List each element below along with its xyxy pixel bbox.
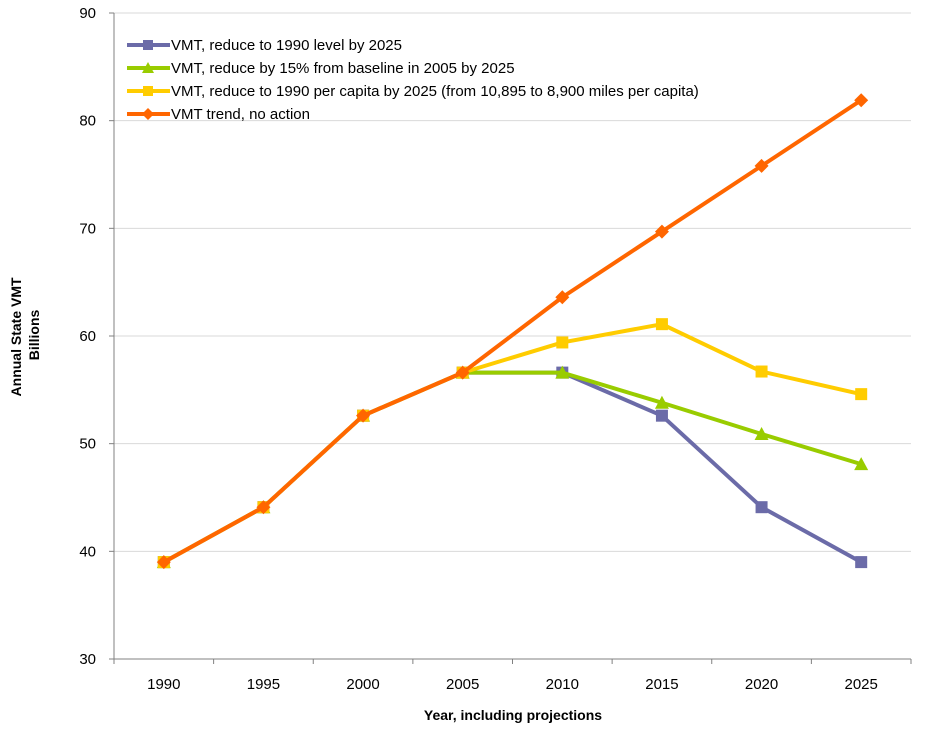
data-point-2020 (755, 501, 768, 514)
y-axis-title-line-2: Billions (26, 310, 42, 361)
x-tick-label: 2000 (346, 676, 379, 693)
data-point-2020 (754, 158, 769, 173)
x-axis-title: Year, including projections (424, 707, 602, 723)
legend-item: VMT trend, no action (127, 106, 310, 123)
y-tick-label: 30 (79, 651, 96, 668)
x-tick-label: 1990 (147, 676, 180, 693)
legend-marker (143, 86, 153, 96)
data-point-1995 (256, 500, 271, 515)
x-tick-label: 1995 (247, 676, 280, 693)
data-point-2005 (455, 365, 470, 380)
legend-label: VMT, reduce to 1990 per capita by 2025 (… (171, 83, 699, 100)
axes (109, 12, 912, 664)
legend-marker (142, 62, 154, 73)
data-point-2015 (655, 318, 668, 331)
y-axis-title-line-1: Annual State VMT (8, 277, 24, 396)
data-point-2025 (855, 388, 868, 401)
y-tick-label: 40 (79, 543, 96, 560)
series-lines (156, 93, 869, 570)
legend-marker (143, 40, 153, 50)
data-point-2020 (754, 426, 769, 440)
series-line (161, 370, 864, 565)
data-point-2015 (654, 224, 669, 239)
x-tick-label: 2025 (845, 676, 878, 693)
series-line (161, 98, 864, 565)
legend-label: VMT, reduce to 1990 level by 2025 (171, 37, 402, 54)
x-tick-label: 2020 (745, 676, 778, 693)
series-4 (156, 93, 869, 570)
data-point-2010 (555, 365, 570, 379)
y-axis-title: Annual State VMT Billions (8, 274, 42, 397)
legend-item: VMT, reduce to 1990 level by 2025 (127, 37, 402, 54)
y-tick-label: 60 (79, 328, 96, 345)
y-tick-label: 80 (79, 113, 96, 130)
x-tick-label: 2010 (546, 676, 579, 693)
data-point-2020 (755, 365, 768, 378)
data-point-2025 (854, 457, 869, 471)
legend: VMT, reduce to 1990 level by 2025 VMT, re… (127, 37, 699, 123)
data-point-2025 (855, 556, 868, 569)
legend-label: VMT, reduce by 15% from baseline in 2005… (171, 60, 515, 77)
data-point-1990 (156, 555, 171, 570)
x-tick-label: 2005 (446, 676, 479, 693)
y-tick-label: 70 (79, 220, 96, 237)
series-line (161, 370, 864, 565)
data-point-2000 (356, 408, 371, 423)
tick-labels: 30 40 50 60 70 80 90 1990 1995 2000 2005 2010 2015 20… (79, 5, 878, 693)
data-point-2015 (655, 409, 668, 422)
data-point-2010 (555, 290, 570, 305)
legend-label: VMT trend, no action (171, 106, 310, 123)
data-point-2015 (654, 395, 669, 409)
series-2 (156, 365, 869, 569)
legend-item: VMT, reduce to 1990 per capita by 2025 (… (127, 83, 699, 100)
data-point-2025 (854, 93, 869, 108)
series-1 (157, 366, 868, 569)
data-point-2010 (556, 336, 569, 349)
series-line (161, 322, 864, 565)
y-tick-label: 90 (79, 5, 96, 22)
series-3 (157, 318, 868, 569)
legend-item: VMT, reduce by 15% from baseline in 2005… (127, 60, 515, 77)
y-tick-label: 50 (79, 436, 96, 453)
legend-marker (142, 108, 154, 120)
x-tick-label: 2015 (645, 676, 678, 693)
